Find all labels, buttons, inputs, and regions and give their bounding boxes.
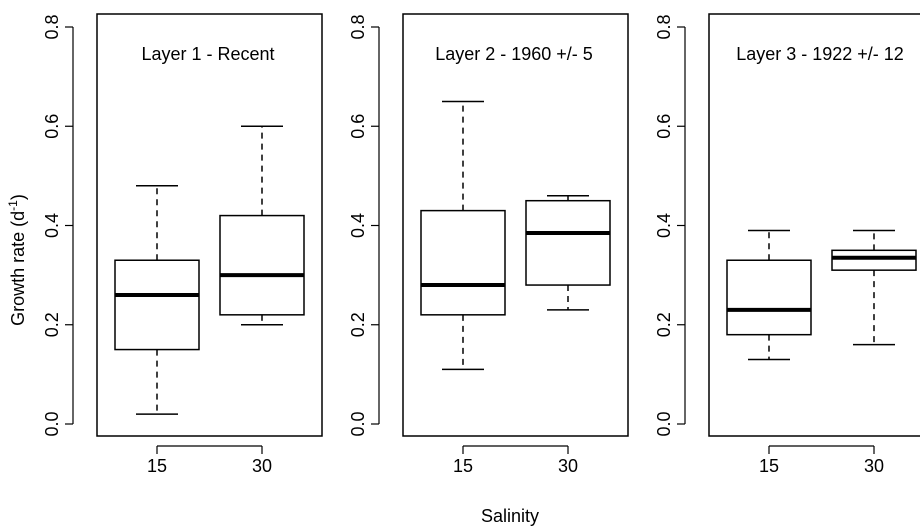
x-tick-label: 15 xyxy=(759,456,779,476)
y-tick-label: 0.4 xyxy=(42,213,62,238)
y-tick-label: 0.8 xyxy=(654,14,674,39)
box-30 xyxy=(525,194,611,311)
iqr-box xyxy=(726,259,812,336)
x-tick-label: 15 xyxy=(453,456,473,476)
iqr-box xyxy=(420,209,506,316)
plot-frame xyxy=(96,13,323,437)
x-tick-label: 30 xyxy=(864,456,884,476)
panel-title: Layer 2 - 1960 +/- 5 xyxy=(435,44,593,64)
x-tick-label: 15 xyxy=(147,456,167,476)
box-15 xyxy=(726,229,812,361)
y-tick-label: 0.6 xyxy=(42,114,62,139)
y-tick-label: 0.0 xyxy=(42,411,62,436)
iqr-box xyxy=(114,259,200,351)
box-30 xyxy=(219,125,305,326)
x-axis-title: Salinity xyxy=(481,506,539,526)
panel-2: Layer 2 - 1960 +/- 5 0.0 0.2 0.4 0.6 0.8 15 30 xyxy=(348,13,629,476)
panel-3: Layer 3 - 1922 +/- 12 0.0 0.2 0.4 0.6 0.8 15 30 xyxy=(654,13,920,476)
y-tick-label: 0.6 xyxy=(348,114,368,139)
x-tick-label: 30 xyxy=(252,456,272,476)
box-15 xyxy=(420,100,506,371)
y-axis-title-main: Growth rate (d xyxy=(8,211,28,326)
iqr-box xyxy=(831,249,917,271)
panel-title: Layer 3 - 1922 +/- 12 xyxy=(736,44,904,64)
y-tick-label: 0.8 xyxy=(42,14,62,39)
iqr-box xyxy=(525,199,611,286)
y-tick-label: 0.8 xyxy=(348,14,368,39)
box-15 xyxy=(114,185,200,415)
plot-frame xyxy=(708,13,920,437)
y-tick-label: 0.2 xyxy=(348,312,368,337)
x-tick-label: 30 xyxy=(558,456,578,476)
y-tick-label: 0.0 xyxy=(654,411,674,436)
y-tick-label: 0.2 xyxy=(654,312,674,337)
svg-text:Growth rate (d-1): Growth rate (d-1) xyxy=(6,194,28,326)
y-tick-label: 0.0 xyxy=(348,411,368,436)
y-tick-label: 0.6 xyxy=(654,114,674,139)
y-axis-title-close: ) xyxy=(8,194,28,200)
panel-1: Layer 1 - Recent 0.0 0.2 0.4 0.6 0.8 15 30 xyxy=(42,13,323,476)
box-30 xyxy=(831,229,917,346)
y-axis-title: Growth rate (d-1) xyxy=(6,194,28,326)
y-tick-label: 0.4 xyxy=(348,213,368,238)
y-tick-label: 0.2 xyxy=(42,312,62,337)
y-axis-title-superscript: -1 xyxy=(6,200,20,211)
panel-title: Layer 1 - Recent xyxy=(141,44,274,64)
iqr-box xyxy=(219,214,305,316)
y-tick-label: 0.4 xyxy=(654,213,674,238)
plot-frame xyxy=(402,13,629,437)
